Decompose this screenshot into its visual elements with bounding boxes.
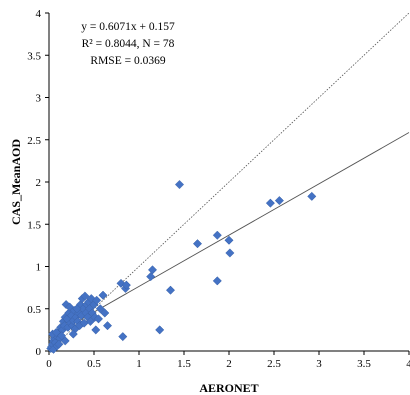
y-tick-label: 1 [36,262,42,274]
data-point [91,325,101,335]
annotation-r2: R² = 0.8044, N = 78 [82,38,175,50]
y-tick-label: 1.5 [27,219,41,231]
data-point [192,239,203,249]
y-tick-label: 2.5 [27,135,41,147]
data-point [68,329,78,339]
tick-labels: 0 0.5 1 1.5 2 2.5 3 3.5 4 0 0.5 1 1.5 2 2.5 3 3.5 4 [27,8,410,370]
data-point [54,339,64,349]
regression-line [48,132,410,339]
annotation-equation: y = 0.6071x + 0.157 [81,21,175,33]
data-point [265,198,275,208]
y-tick-label: 3.5 [27,50,41,62]
data-point [174,179,185,190]
x-tick-label: 1.5 [177,358,191,370]
data-point [212,230,222,240]
x-tick-label: 1 [136,358,142,370]
y-axis-title: CAS_MeanAOD [9,139,23,225]
x-tick-label: 3.5 [357,358,371,370]
data-point [79,318,89,328]
y-tick-label: 0 [36,346,42,358]
data-point [61,299,71,310]
y-tick-label: 3 [36,93,42,105]
y-tick-label: 0.5 [27,304,41,316]
data-point [165,285,176,295]
axes [45,12,410,355]
x-tick-label: 2 [226,358,232,370]
data-point [147,265,158,275]
data-point [60,336,70,346]
data-point [146,272,156,282]
x-tick-label: 0 [46,358,52,370]
one-to-one-line [48,12,410,352]
data-point [72,304,82,314]
data-point [212,276,222,286]
data-point [80,291,90,301]
data-point [100,308,110,318]
x-tick-label: 4 [406,358,410,370]
x-axis-title: AERONET [199,381,258,395]
data-point [155,325,165,335]
x-tick-label: 3 [316,358,322,370]
data-point [51,327,61,337]
data-point [98,290,108,300]
data-points [46,179,317,354]
y-tick-label: 2 [36,177,42,189]
trend-lines [48,12,410,352]
data-point [92,295,102,305]
x-tick-label: 2.5 [267,358,281,370]
annotation-rmse: RMSE = 0.0369 [90,55,165,67]
data-point [65,302,75,312]
y-tick-label: 4 [36,8,42,20]
x-tick-label: 0.5 [87,358,101,370]
data-point [274,196,284,206]
data-point [118,332,128,342]
data-point [121,280,131,290]
data-point [307,191,317,201]
data-point [225,248,235,258]
data-point [93,314,104,324]
data-point [102,321,113,331]
data-point [224,235,234,245]
